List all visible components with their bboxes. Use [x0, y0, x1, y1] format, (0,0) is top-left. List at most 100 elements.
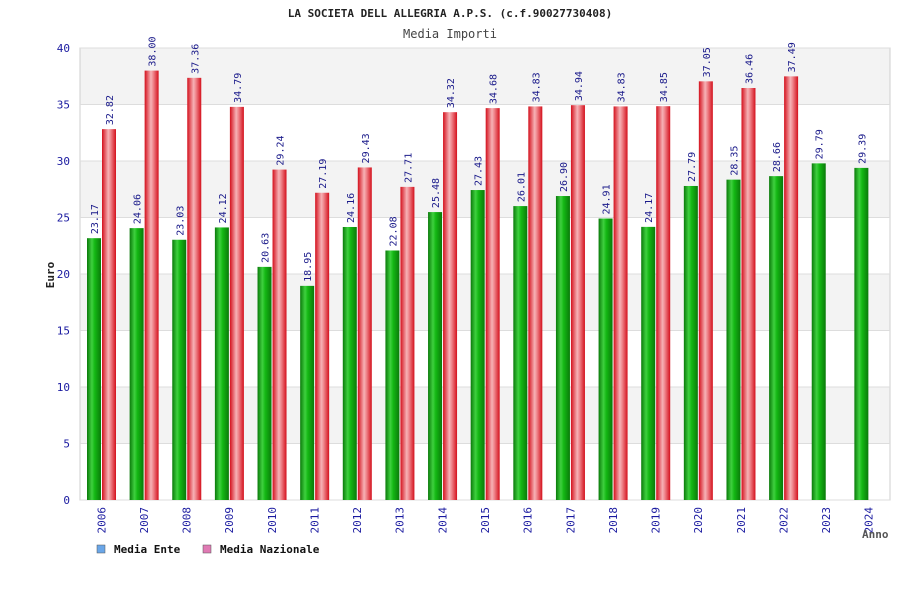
plot-band	[80, 104, 890, 161]
legend-label-media-ente: Media Ente	[114, 543, 181, 556]
bar-label-media-ente-2007: 24.06	[133, 194, 144, 224]
bar-media-nazionale-2014	[443, 112, 458, 501]
x-tick-label-2019: 2019	[650, 507, 663, 534]
y-axis-ticks: 0 5 10 15 20 25 30 35 40	[57, 42, 70, 507]
bars	[87, 70, 869, 501]
bar-label-media-nazionale-2013: 27.71	[403, 153, 414, 183]
bar-media-nazionale-2017	[570, 105, 585, 500]
x-axis-label: Anno	[862, 528, 889, 541]
bar-label-media-nazionale-2020: 37.05	[702, 47, 713, 77]
legend-swatch-media-ente	[96, 544, 106, 554]
bar-label-media-ente-2006: 23.17	[90, 204, 101, 234]
bar-media-nazionale-2010	[272, 169, 287, 500]
bar-label-media-nazionale-2021: 36.46	[744, 54, 755, 84]
bar-media-ente-2017	[555, 196, 570, 500]
bar-label-media-ente-2019: 24.17	[644, 193, 655, 223]
bar-media-nazionale-2020	[698, 81, 713, 501]
bar-media-ente-2022	[769, 176, 784, 500]
bar-media-ente-2006	[87, 238, 101, 500]
bar-label-media-nazionale-2012: 29.43	[361, 133, 372, 163]
bar-label-media-ente-2014: 25.48	[431, 178, 442, 208]
plot-band	[80, 217, 890, 274]
bar-media-nazionale-2009	[229, 106, 244, 501]
x-tick-label-2010: 2010	[266, 507, 279, 534]
chart-title: LA SOCIETA DELL ALLEGRIA A.P.S. (c.f.900…	[288, 7, 613, 20]
plot-band	[80, 387, 890, 444]
bar-media-ente-2020	[683, 185, 698, 500]
bar-label-media-nazionale-2019: 34.85	[659, 72, 670, 102]
x-tick-label-2022: 2022	[777, 507, 790, 534]
plot-band	[80, 161, 890, 218]
bar-label-media-nazionale-2022: 37.49	[787, 42, 798, 72]
bar-label-media-ente-2010: 20.63	[261, 233, 272, 263]
x-tick-label-2007: 2007	[138, 507, 151, 534]
x-tick-label-2012: 2012	[351, 507, 364, 534]
x-tick-label-2020: 2020	[692, 507, 705, 534]
bar-media-ente-2024	[854, 167, 869, 500]
legend-swatch-media-nazionale	[202, 544, 212, 554]
bar-media-ente-2018	[598, 218, 613, 500]
bar-label-media-ente-2016: 26.01	[516, 172, 527, 202]
bar-label-media-ente-2012: 24.16	[346, 193, 357, 223]
bar-label-media-nazionale-2006: 32.82	[105, 95, 116, 125]
bar-label-media-ente-2022: 28.66	[772, 142, 783, 172]
bar-media-nazionale-2011	[315, 192, 330, 501]
bar-label-media-nazionale-2018: 34.83	[617, 72, 628, 102]
y-tick-label: 5	[63, 438, 70, 451]
y-tick-label: 40	[57, 42, 70, 55]
bar-media-ente-2008	[172, 239, 187, 501]
x-tick-label-2008: 2008	[181, 507, 194, 534]
bar-media-ente-2014	[428, 212, 443, 501]
y-tick-label: 25	[57, 212, 70, 225]
x-tick-label-2023: 2023	[820, 507, 833, 534]
x-tick-label-2016: 2016	[522, 507, 535, 534]
bar-media-nazionale-2007	[144, 70, 159, 500]
bar-media-ente-2011	[300, 285, 315, 500]
bar-label-media-ente-2024: 29.39	[857, 134, 868, 164]
y-tick-label: 0	[63, 494, 70, 507]
y-tick-label: 30	[57, 155, 70, 168]
plot-band	[80, 274, 890, 331]
plot-band	[80, 330, 890, 387]
bar-label-media-nazionale-2011: 27.19	[318, 159, 329, 189]
bar-label-media-nazionale-2007: 38.00	[148, 36, 159, 66]
bar-media-ente-2019	[641, 226, 656, 500]
x-tick-label-2014: 2014	[436, 507, 449, 534]
x-tick-label-2013: 2013	[394, 507, 407, 534]
x-tick-label-2015: 2015	[479, 507, 492, 534]
x-axis-ticks: 2006 2007 2008 2009 2010 2011 2012 2013 2014 2015…	[95, 507, 875, 534]
bar-media-nazionale-2016	[528, 106, 543, 501]
plot-band	[80, 48, 890, 105]
y-tick-label: 10	[57, 381, 70, 394]
bar-media-ente-2009	[214, 227, 229, 500]
legend: Media Ente Media Nazionale	[96, 543, 320, 556]
bar-label-media-nazionale-2009: 34.79	[233, 73, 244, 103]
bar-label-media-ente-2020: 27.79	[687, 152, 698, 182]
bar-media-nazionale-2019	[656, 106, 671, 500]
bar-label-media-ente-2015: 27.43	[474, 156, 485, 186]
bar-media-nazionale-2012	[357, 167, 372, 501]
bar-media-ente-2013	[385, 250, 400, 500]
x-tick-label-2024: 2024	[863, 507, 876, 534]
bar-media-ente-2015	[470, 190, 485, 500]
y-tick-label: 15	[57, 325, 70, 338]
bar-media-nazionale-2006	[102, 129, 116, 500]
x-tick-label-2011: 2011	[308, 507, 321, 534]
x-tick-label-2009: 2009	[223, 507, 236, 534]
bar-media-ente-2023	[811, 163, 826, 501]
bar-label-media-nazionale-2010: 29.24	[276, 135, 287, 165]
y-tick-label: 20	[57, 268, 70, 281]
x-tick-label-2018: 2018	[607, 507, 620, 534]
legend-label-media-nazionale: Media Nazionale	[220, 543, 320, 556]
bar-media-nazionale-2018	[613, 106, 628, 501]
bar-media-nazionale-2008	[187, 77, 202, 500]
chart-subtitle: Media Importi	[403, 27, 497, 41]
bar-media-nazionale-2022	[784, 76, 799, 500]
bar-labels: 23.17 32.82 24.06 38.00 23.03 37.36 24.12 34.79…	[90, 36, 868, 281]
bar-media-nazionale-2015	[485, 108, 500, 500]
bar-label-media-ente-2021: 28.35	[729, 146, 740, 176]
bar-label-media-ente-2013: 22.08	[388, 216, 399, 246]
bar-label-media-nazionale-2017: 34.94	[574, 71, 585, 101]
bar-label-media-ente-2009: 24.12	[218, 193, 229, 223]
